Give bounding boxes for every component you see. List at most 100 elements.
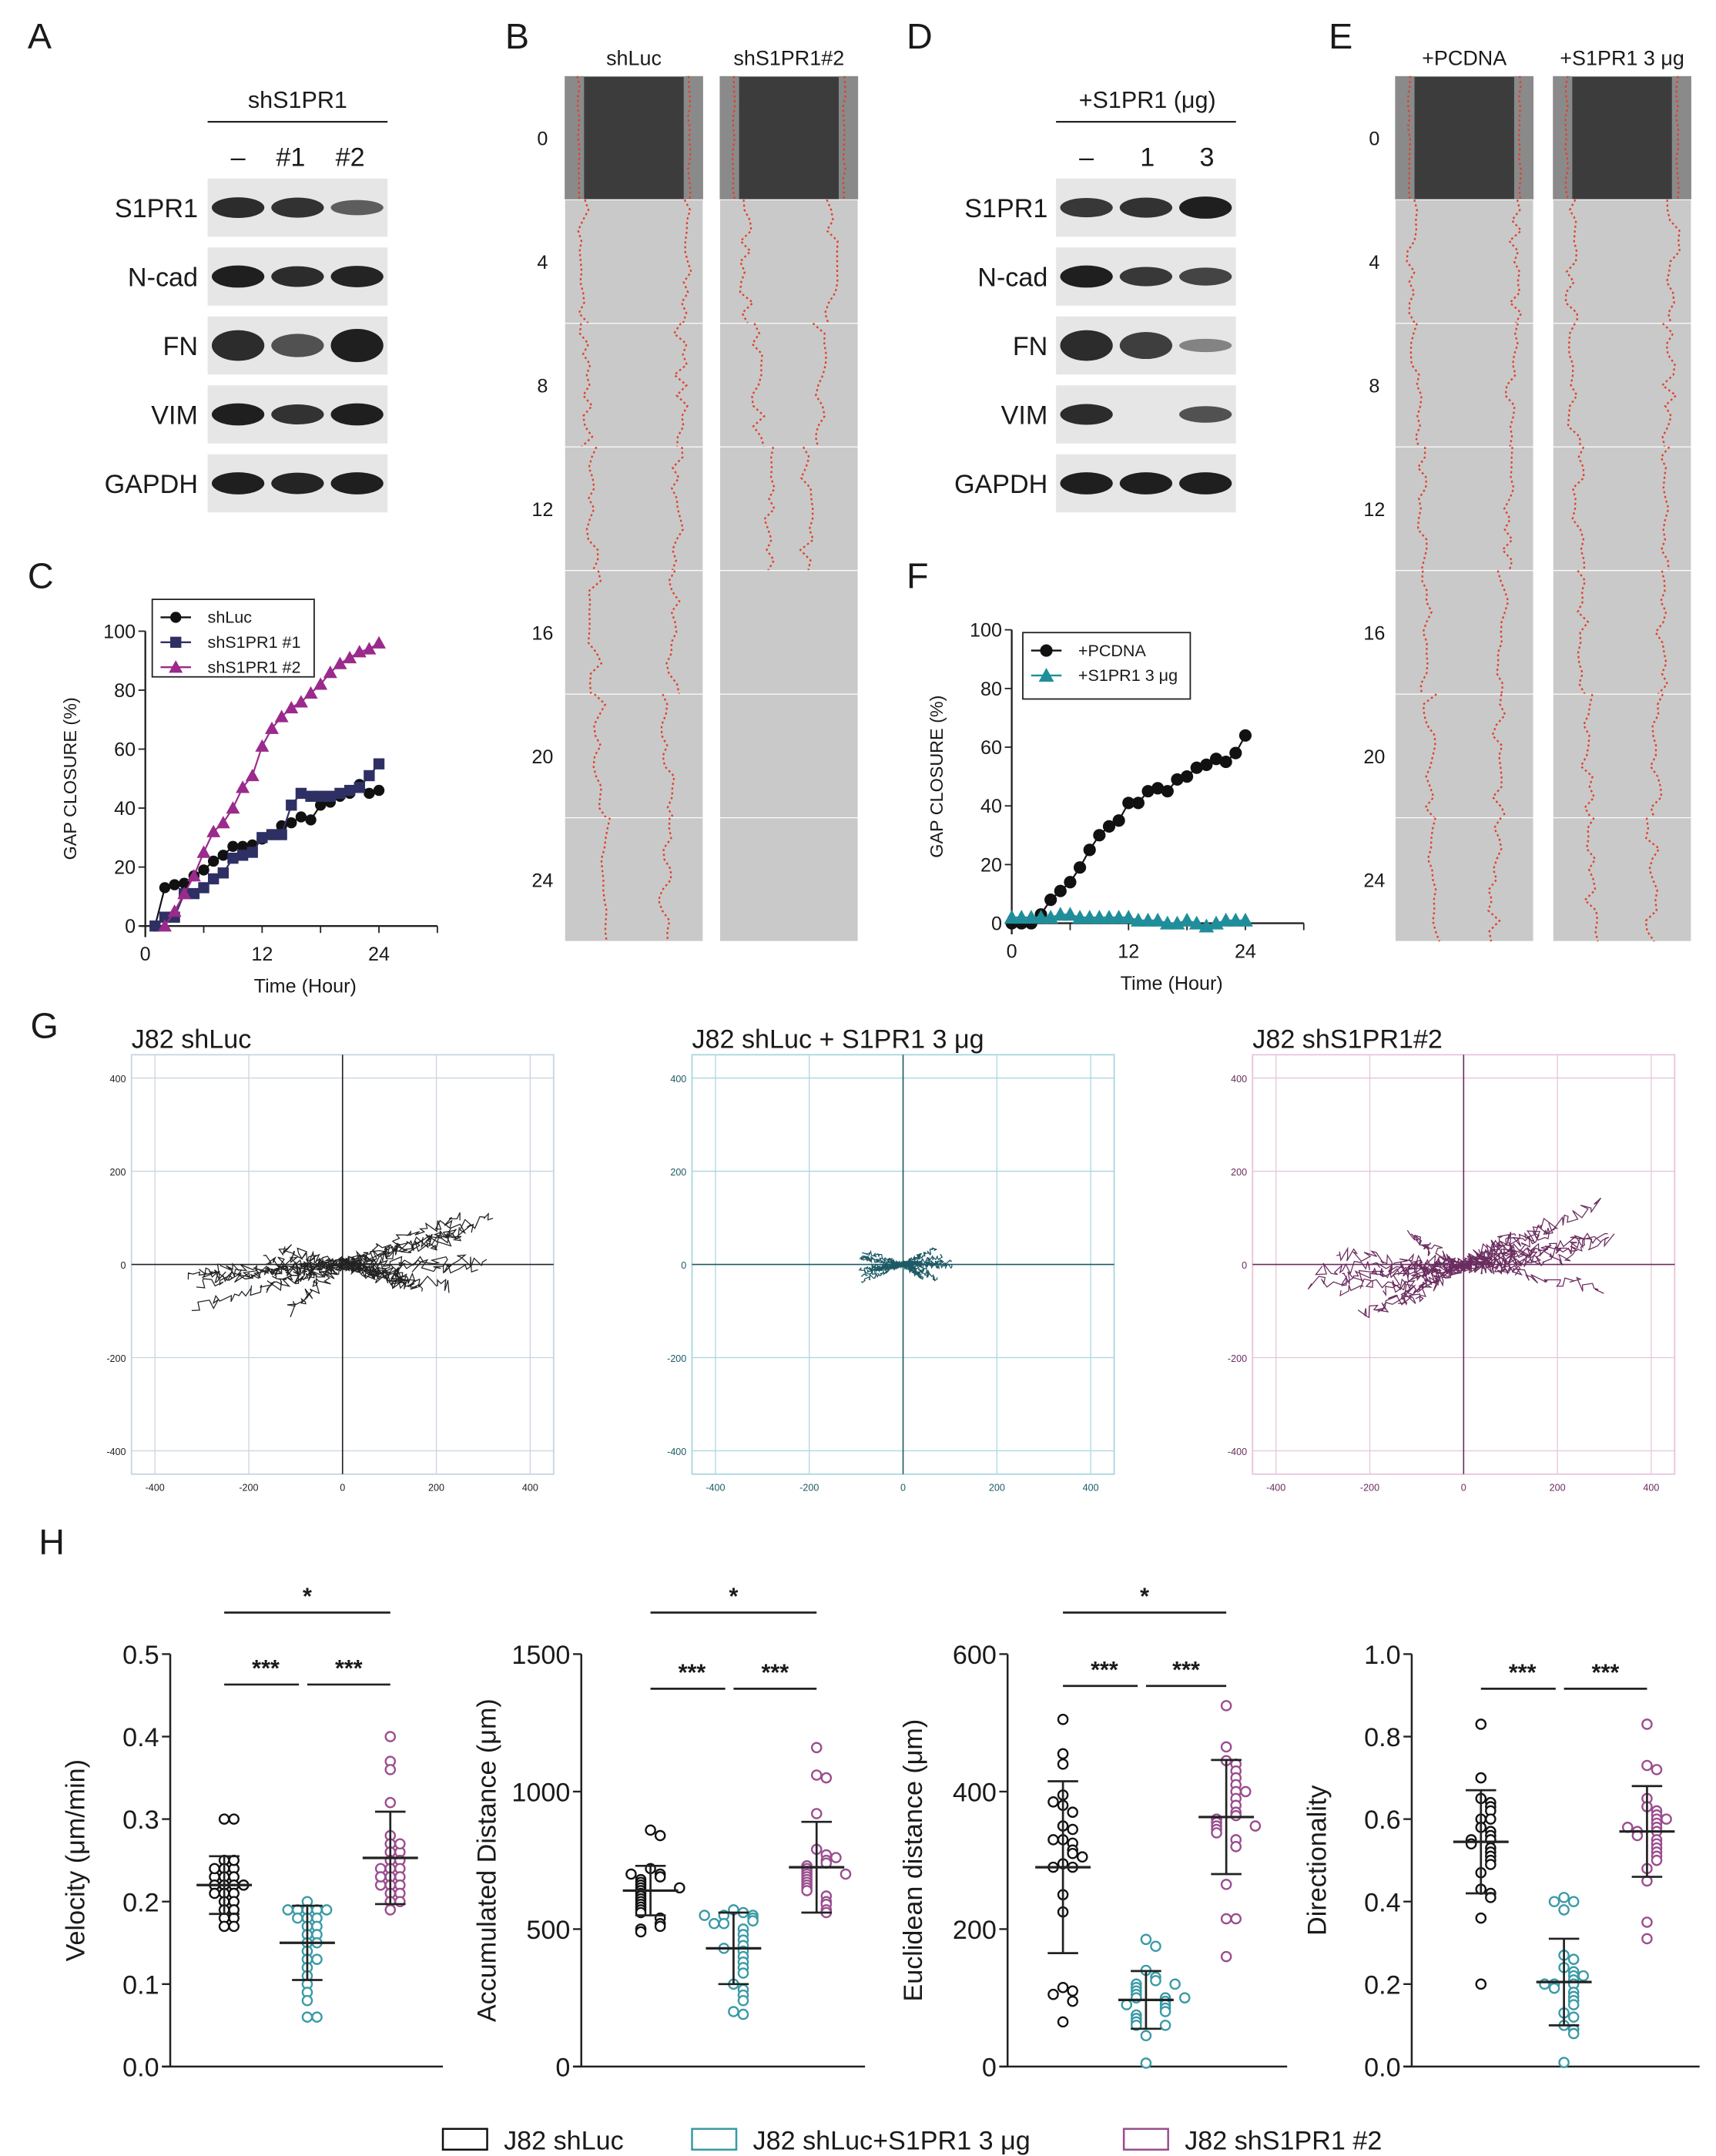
y-tick-label: 600 [953, 1641, 997, 1670]
data-point [1052, 907, 1068, 921]
wound-image [719, 817, 859, 942]
data-point [1220, 1879, 1232, 1890]
wound-edge-line [1409, 323, 1423, 448]
y-tick-label: -200 [106, 1353, 126, 1364]
data-point [1228, 912, 1244, 927]
y-tick-label: 0 [982, 2054, 997, 2083]
data-point [1067, 1806, 1078, 1818]
data-point [1024, 910, 1039, 924]
y-tick-label: 0.2 [122, 1888, 159, 1917]
y-axis-label: Euclidean distance (μm) [899, 1719, 928, 2002]
data-point [1219, 755, 1232, 769]
y-tick-label: 0.1 [122, 1970, 159, 2000]
data-point [810, 1808, 823, 1819]
cell-track [1339, 1259, 1465, 1297]
cell-track [903, 1262, 938, 1282]
wound-image [564, 693, 704, 819]
panel-label-A: A [28, 16, 52, 56]
data-point [246, 847, 258, 858]
wound-edge-line [1571, 446, 1586, 571]
column-header: +PCDNA [1422, 46, 1507, 69]
wound-edge-line [1406, 200, 1418, 324]
x-tick-label: 200 [428, 1482, 444, 1493]
wound-image [1394, 323, 1534, 448]
blot-band [271, 404, 324, 425]
data-point [320, 1904, 333, 1916]
blot-band [1060, 265, 1113, 288]
data-point [1091, 910, 1108, 924]
data-point [1057, 1758, 1069, 1770]
data-point [1112, 814, 1125, 827]
y-tick-label: 40 [980, 796, 1002, 817]
track-plot: J82 shS1PR1#2 -400 -400 -200 -200 0 0 200 200 400… [1228, 1024, 1676, 1493]
data-point [737, 1994, 749, 2007]
data-point [256, 832, 268, 843]
data-point [179, 877, 190, 889]
x-tick-label: 400 [1083, 1482, 1099, 1493]
data-point [840, 1868, 852, 1880]
y-tick-label: 0 [121, 1260, 126, 1271]
time-label: 8 [537, 376, 548, 397]
data-point [226, 801, 240, 814]
wound-edge-line [1504, 323, 1519, 448]
data-point [265, 721, 279, 734]
data-point [228, 1813, 240, 1825]
y-axis-label: Accumulated Distance (μm) [472, 1698, 501, 2022]
wound-edge-line [1406, 75, 1412, 200]
legend-label: shS1PR1 #2 [208, 657, 301, 676]
data-point [1475, 1978, 1487, 1990]
data-point [1150, 912, 1166, 927]
data-point [1054, 884, 1067, 897]
wound-image [1552, 817, 1692, 942]
data-point [333, 656, 347, 669]
data-point [1169, 1978, 1181, 1990]
data-point [236, 840, 249, 853]
cell-track [866, 1262, 904, 1273]
time-label: 0 [537, 129, 548, 150]
data-point [198, 864, 209, 876]
data-point [1641, 1759, 1653, 1772]
wound-image [564, 817, 704, 942]
time-label: 4 [537, 252, 548, 273]
data-point [394, 1838, 406, 1850]
y-tick-label: 60 [114, 739, 136, 761]
data-point [1033, 910, 1049, 924]
data-point [1475, 1912, 1487, 1924]
x-tick-label: -400 [706, 1482, 725, 1493]
data-point [324, 790, 337, 802]
cell-track [341, 1212, 494, 1266]
data-point [1567, 2011, 1580, 2023]
data-point [1057, 2016, 1069, 2028]
wound-edge-line [1507, 200, 1523, 324]
blot-band [1179, 472, 1232, 495]
data-point [708, 1918, 720, 1930]
significance-label: *** [335, 1655, 363, 1682]
cell-track [342, 1257, 478, 1274]
wound-edge-line [585, 446, 599, 572]
data-point [1151, 782, 1165, 795]
significance-label: *** [679, 1660, 706, 1686]
wound-edge-line [576, 75, 581, 200]
x-tick-label: 12 [1118, 941, 1139, 963]
data-point [1641, 1933, 1653, 1945]
x-tick-label: 12 [251, 944, 273, 965]
data-point [186, 869, 201, 882]
y-tick-label: 200 [953, 1916, 997, 1945]
wound-edge-line [670, 447, 685, 572]
blot-row-label: N-cad [128, 263, 198, 293]
x-tick-label: 200 [989, 1482, 1005, 1493]
blot-row-label: FN [1013, 332, 1048, 361]
data-point [149, 920, 161, 932]
data-point [1004, 910, 1020, 924]
wound-edge-line [1486, 817, 1503, 942]
y-tick-label: 20 [980, 854, 1002, 876]
y-tick-label: 20 [114, 857, 136, 879]
blot-row-label: S1PR1 [964, 194, 1047, 223]
blot-band [211, 330, 265, 361]
y-axis-label: Directionality [1303, 1785, 1332, 1935]
data-point [343, 650, 357, 664]
time-label: 20 [1363, 746, 1385, 768]
data-point [1072, 910, 1088, 924]
y-tick-label: 0.8 [1364, 1723, 1400, 1752]
wound-edge-line [842, 75, 846, 200]
